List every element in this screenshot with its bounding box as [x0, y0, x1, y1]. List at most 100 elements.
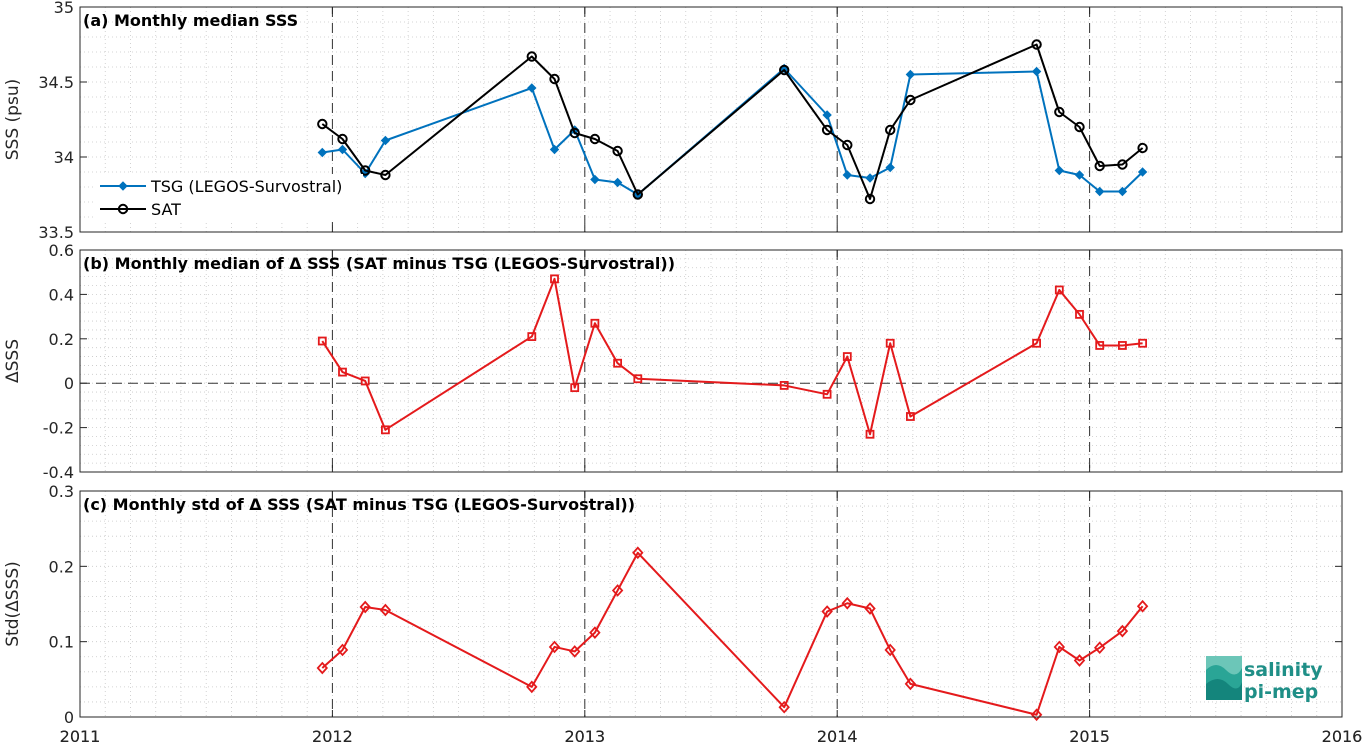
data-point: [1031, 39, 1042, 50]
data-point: [633, 374, 643, 384]
data-point: [1137, 167, 1148, 177]
axes-frame: [79, 490, 1343, 718]
y-tick-label: 0.4: [49, 285, 74, 304]
data-point: [1074, 121, 1085, 133]
data-point: [885, 338, 895, 348]
data-point: [905, 69, 916, 80]
data-point: [779, 381, 789, 390]
data-point: [317, 336, 327, 346]
y-tick-label: 0.3: [49, 482, 74, 501]
data-point: [337, 133, 348, 145]
x-tick-label: 2015: [1069, 727, 1110, 745]
data-point: [379, 603, 392, 617]
x-tick-label: 2011: [60, 727, 101, 745]
x-tick-label: 2014: [817, 727, 858, 745]
data-point: [1137, 142, 1148, 154]
data-point: [1075, 309, 1084, 319]
data-point: [589, 626, 601, 639]
data-point: [1053, 640, 1066, 654]
data-point: [865, 429, 875, 439]
panel-c: 0 0.1 0.2 0.3 2011 2012 2013 2014 2015 2016 Std(ΔS…: [3, 482, 1362, 745]
data-point: [1116, 624, 1129, 638]
legend-label: SAT: [151, 200, 181, 219]
data-point: [1054, 106, 1065, 118]
data-point: [1094, 160, 1105, 172]
data-point: [360, 376, 370, 386]
data-point: [778, 700, 790, 714]
data-point: [317, 118, 328, 130]
data-point: [611, 584, 624, 597]
data-point: [1138, 338, 1148, 348]
data-point: [1030, 708, 1043, 722]
data-point: [904, 677, 917, 691]
data-point: [360, 165, 371, 176]
data-point: [1031, 66, 1042, 77]
data-point: [1073, 654, 1086, 667]
data-point: [612, 177, 623, 188]
y-tick-label: 0: [64, 708, 74, 727]
data-point: [550, 274, 559, 284]
data-point: [905, 94, 916, 106]
data-point: [1054, 285, 1064, 295]
data-point: [842, 170, 853, 180]
data-point: [380, 135, 391, 146]
x-tick-label: 2012: [312, 727, 353, 745]
y-tick-label: 0.2: [49, 557, 74, 576]
legend-label: TSG (LEGOS-Survostral): [150, 177, 342, 196]
data-point: [885, 124, 896, 136]
axes-frame: [79, 6, 1343, 233]
series-line-0: [321, 551, 1144, 716]
y-tick-label: 0: [64, 374, 74, 393]
data-point: [526, 680, 538, 694]
data-point: [526, 51, 537, 62]
data-point: [821, 124, 833, 136]
x-tick-label: 2012: [312, 727, 353, 745]
y-axis-label: ΔSSS: [3, 339, 23, 383]
data-point: [548, 640, 561, 654]
x-tick-label: 2011: [60, 727, 101, 745]
legend-box: [95, 174, 363, 222]
data-point: [1074, 170, 1085, 180]
panel-title: (c) Monthly std of Δ SSS (SAT minus TSG …: [83, 495, 635, 514]
y-tick-label: 0.2: [49, 330, 74, 349]
logo-wave-icon-2: [1206, 679, 1242, 700]
data-point: [549, 73, 560, 85]
y-tick-label: 33.5: [38, 223, 74, 242]
y-tick-label: 34.5: [38, 73, 74, 92]
data-point: [905, 412, 915, 421]
y-tick-label: -0.4: [43, 463, 74, 482]
y-tick-label: 0.6: [49, 241, 74, 260]
data-point: [1118, 341, 1127, 350]
data-point: [842, 352, 852, 361]
x-tick-label: 2015: [1069, 727, 1110, 745]
data-point: [570, 383, 580, 393]
data-point: [527, 332, 537, 341]
logo: salinity pi-mep: [1206, 656, 1323, 703]
logo-line1: salinity: [1244, 659, 1323, 681]
data-point: [590, 318, 600, 328]
data-point: [337, 144, 348, 155]
data-point: [841, 596, 854, 610]
y-tick-label: 35: [54, 0, 74, 17]
data-point: [316, 661, 329, 675]
legend-marker: [117, 203, 129, 215]
data-point: [1095, 341, 1105, 350]
y-tick-label: 0.1: [49, 633, 74, 652]
data-point: [822, 389, 832, 399]
logo-line2: pi-mep: [1244, 681, 1318, 703]
y-axis-label: Std(ΔSSS): [3, 561, 23, 647]
data-point: [632, 546, 644, 560]
data-point: [864, 193, 876, 205]
x-tick-label: 2016: [1322, 727, 1363, 745]
x-tick-label: 2016: [1322, 727, 1363, 745]
data-point: [568, 645, 581, 658]
data-point: [822, 110, 832, 120]
data-point: [865, 173, 875, 183]
data-point: [864, 602, 876, 615]
data-point: [317, 147, 328, 158]
series-line-0: [322, 67, 1144, 196]
data-point: [380, 169, 391, 181]
x-tick-label: 2013: [564, 727, 605, 745]
data-point: [336, 643, 349, 657]
